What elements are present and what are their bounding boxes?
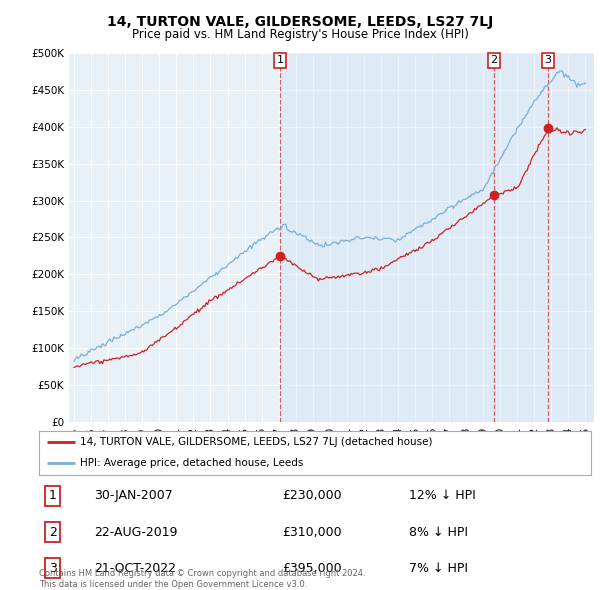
Text: 14, TURTON VALE, GILDERSOME, LEEDS, LS27 7LJ: 14, TURTON VALE, GILDERSOME, LEEDS, LS27… — [107, 15, 493, 29]
Text: 2: 2 — [49, 526, 57, 539]
Text: 1: 1 — [49, 489, 57, 503]
Text: Price paid vs. HM Land Registry's House Price Index (HPI): Price paid vs. HM Land Registry's House … — [131, 28, 469, 41]
Text: 12% ↓ HPI: 12% ↓ HPI — [409, 489, 476, 503]
Text: HPI: Average price, detached house, Leeds: HPI: Average price, detached house, Leed… — [80, 458, 304, 467]
Text: £310,000: £310,000 — [282, 526, 341, 539]
Text: £230,000: £230,000 — [282, 489, 341, 503]
Text: 14, TURTON VALE, GILDERSOME, LEEDS, LS27 7LJ (detached house): 14, TURTON VALE, GILDERSOME, LEEDS, LS27… — [80, 437, 433, 447]
Text: 2: 2 — [491, 55, 497, 65]
Text: Contains HM Land Registry data © Crown copyright and database right 2024.
This d: Contains HM Land Registry data © Crown c… — [39, 569, 365, 589]
Text: 8% ↓ HPI: 8% ↓ HPI — [409, 526, 468, 539]
Text: £395,000: £395,000 — [282, 562, 341, 575]
Text: 21-OCT-2022: 21-OCT-2022 — [94, 562, 176, 575]
Text: 3: 3 — [544, 55, 551, 65]
Text: 3: 3 — [49, 562, 57, 575]
Text: 22-AUG-2019: 22-AUG-2019 — [94, 526, 178, 539]
Text: 1: 1 — [277, 55, 284, 65]
Text: 30-JAN-2007: 30-JAN-2007 — [94, 489, 173, 503]
Text: 7% ↓ HPI: 7% ↓ HPI — [409, 562, 468, 575]
Bar — [280, 53, 594, 422]
